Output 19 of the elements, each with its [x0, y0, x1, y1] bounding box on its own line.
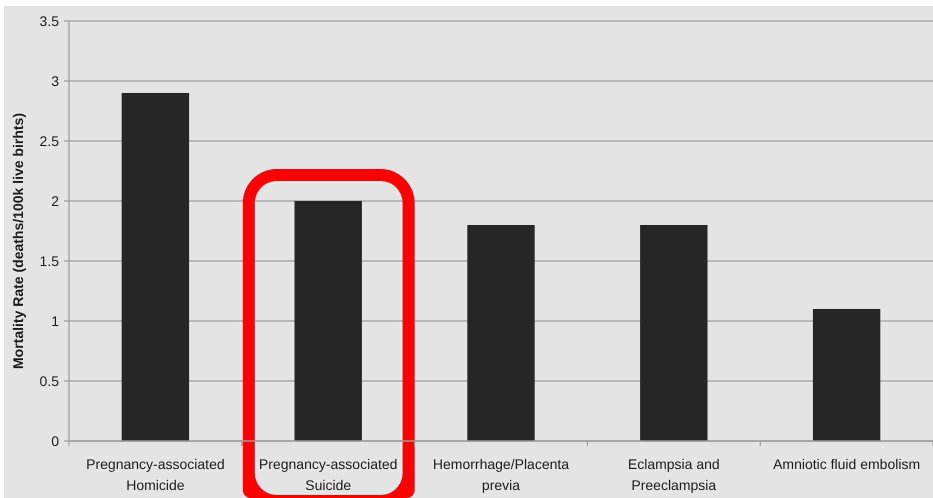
bar — [812, 309, 880, 441]
x-tick-label: Hemorrhage/Placenta previa — [432, 456, 570, 493]
bar — [640, 225, 708, 441]
y-tick-label: 2 — [51, 192, 60, 209]
y-tick-label: 1.5 — [40, 252, 60, 269]
bar — [122, 93, 190, 441]
x-tick-label: Eclampsia and Preeclampsia — [628, 456, 720, 493]
y-tick-label: 0 — [51, 432, 60, 449]
y-tick-label: 3 — [51, 72, 60, 89]
y-tick-label: 0.5 — [40, 372, 60, 389]
y-axis-title: Mortality Rate (deaths/100k live birhts) — [10, 113, 26, 369]
y-tick-label: 3.5 — [40, 12, 60, 29]
x-tick-label: Amniotic fluid embolism — [773, 456, 920, 472]
y-tick-label: 2.5 — [40, 132, 60, 149]
bar — [467, 225, 535, 441]
x-tick-label: Pregnancy-associated Homicide — [86, 456, 225, 493]
bar — [294, 201, 362, 441]
y-tick-label: 1 — [51, 312, 60, 329]
x-tick-label: Pregnancy-associated Suicide — [258, 456, 398, 493]
